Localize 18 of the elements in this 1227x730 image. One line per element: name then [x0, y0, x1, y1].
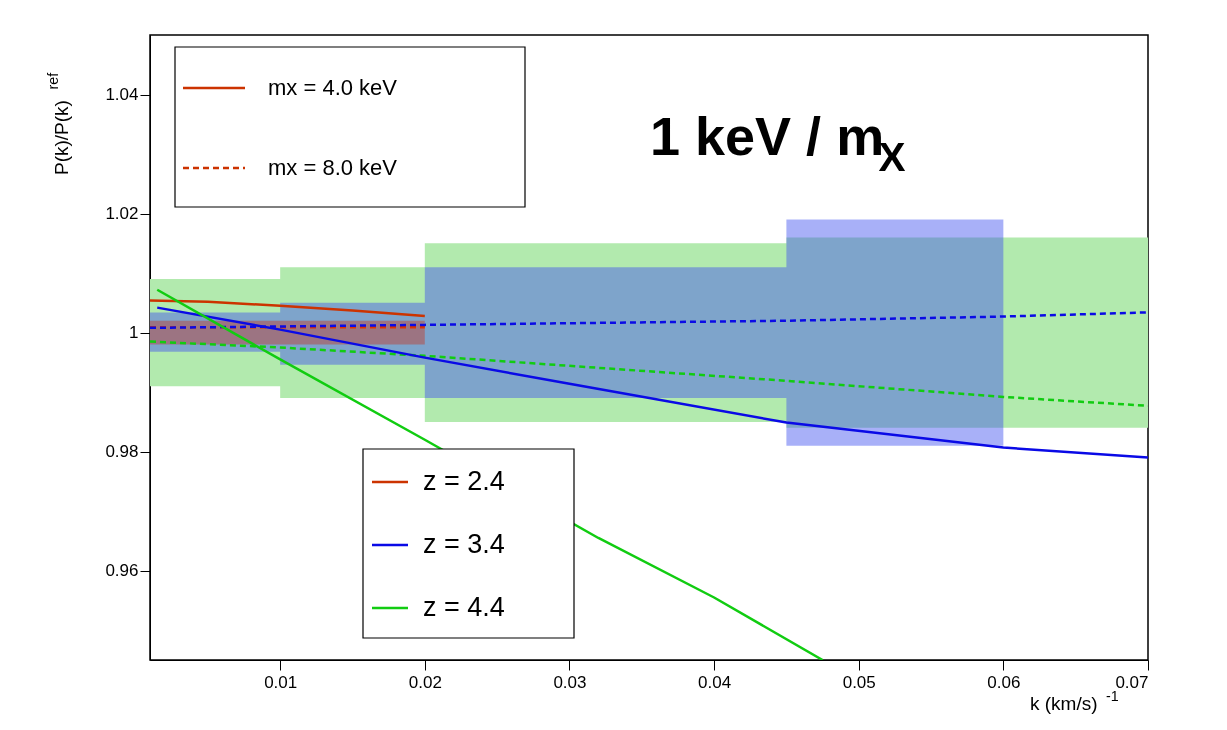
- legend-label: z = 2.4: [423, 466, 505, 496]
- x-tick-label: 0.04: [698, 672, 732, 692]
- legend-label: z = 4.4: [423, 592, 505, 622]
- line-series: [150, 299, 427, 318]
- y-tick-label: 0.96: [105, 561, 139, 581]
- x-tick-label: 0.05: [842, 672, 876, 692]
- annotation: mx = 4.0 keV: [268, 75, 398, 100]
- y-tick-label: 1.02: [105, 204, 139, 224]
- x-tick-label: 0.06: [987, 672, 1021, 692]
- annotation: mx = 8.0 keV: [268, 155, 398, 180]
- x-tick-label: 0.01: [264, 672, 298, 692]
- y-tick-label: 1: [129, 323, 139, 343]
- y-tick-label: 0.98: [105, 442, 139, 462]
- x-tick-label: 0.03: [553, 672, 587, 692]
- y-tick-label: 1.04: [105, 85, 139, 105]
- legend-label: z = 3.4: [423, 529, 505, 559]
- y-axis-title: P(k)/P(k)ref: [44, 72, 72, 175]
- x-tick-label: 0.02: [408, 672, 442, 692]
